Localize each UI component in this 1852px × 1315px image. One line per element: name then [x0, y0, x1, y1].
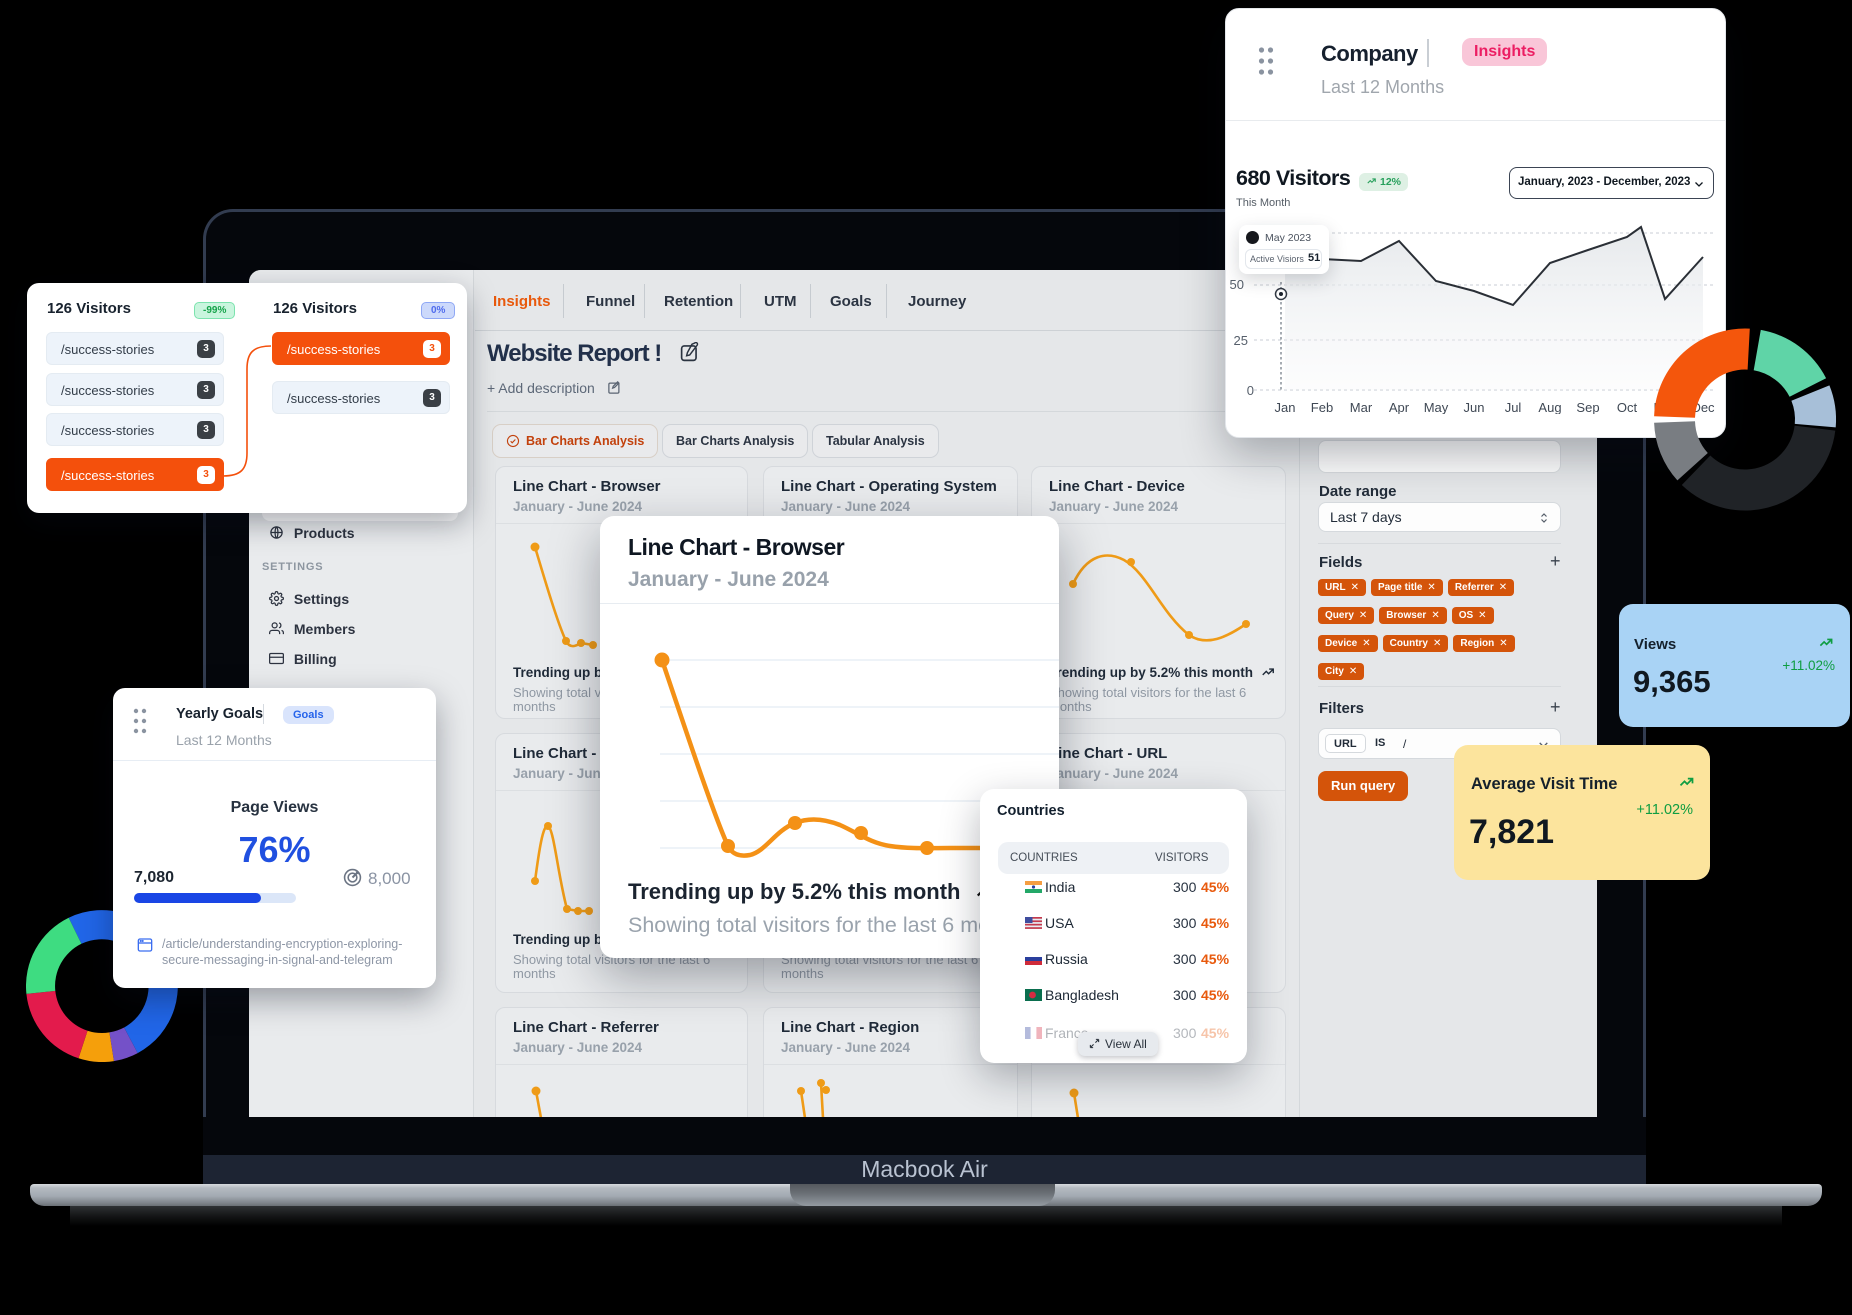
- svg-text:Sep: Sep: [1576, 400, 1599, 414]
- svg-text:Aug: Aug: [1538, 400, 1561, 414]
- svg-text:25: 25: [1234, 333, 1248, 348]
- svg-text:50: 50: [1230, 277, 1244, 292]
- svg-text:May: May: [1424, 400, 1449, 414]
- svg-text:Jun: Jun: [1464, 400, 1485, 414]
- svg-text:Feb: Feb: [1311, 400, 1333, 414]
- svg-text:0: 0: [1247, 383, 1254, 398]
- svg-text:Apr: Apr: [1389, 400, 1410, 414]
- svg-text:Jan: Jan: [1275, 400, 1296, 414]
- svg-text:Mar: Mar: [1350, 400, 1373, 414]
- svg-text:Jul: Jul: [1505, 400, 1522, 414]
- svg-text:Oct: Oct: [1617, 400, 1638, 414]
